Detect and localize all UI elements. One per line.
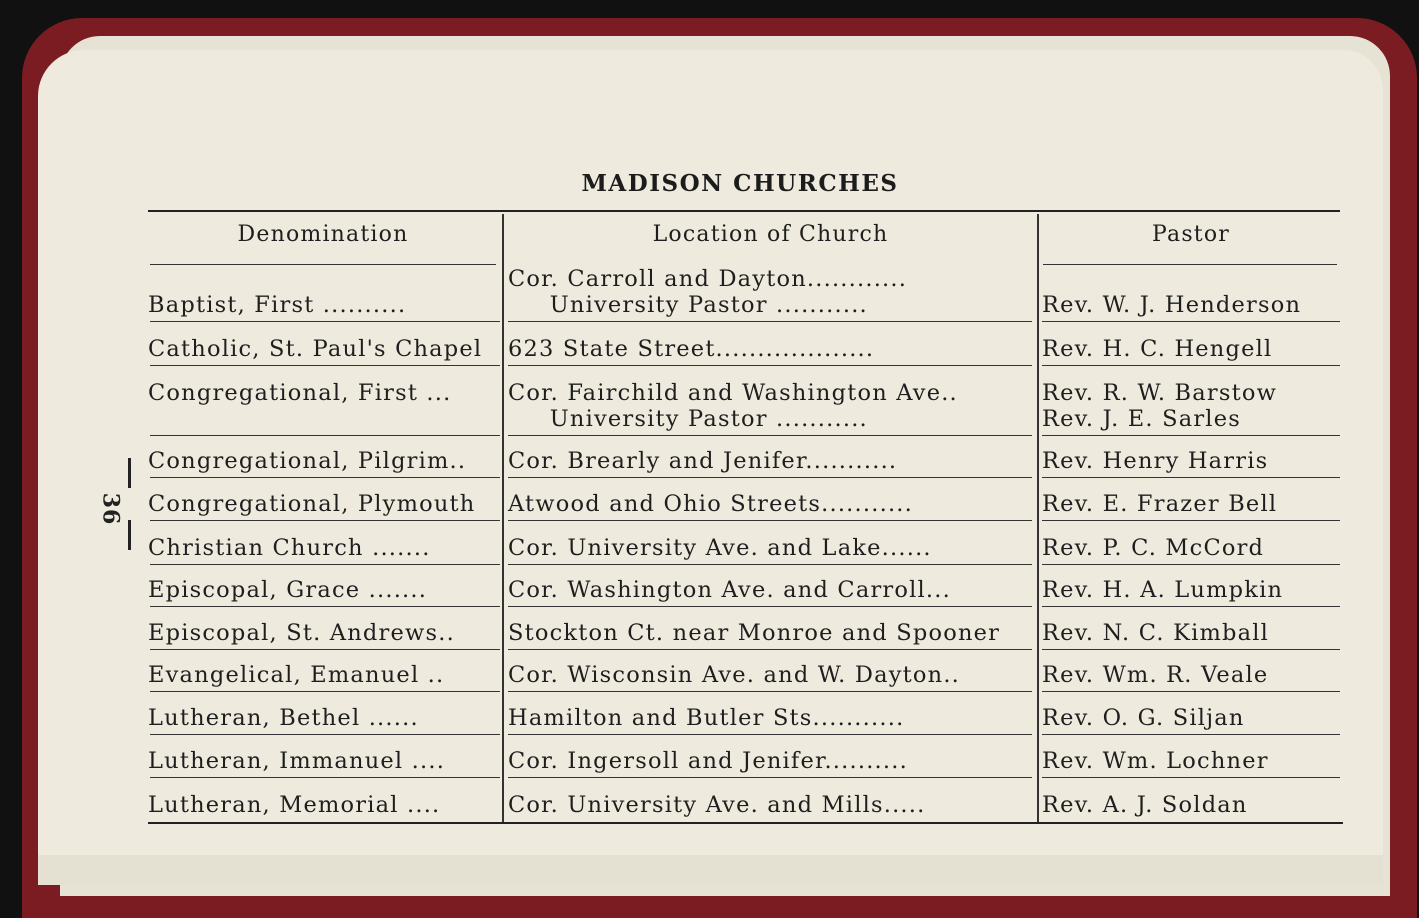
row-rule [150, 648, 500, 650]
row-rule [508, 320, 1032, 322]
page-edge [38, 855, 1383, 885]
denomination-cell: Lutheran, Memorial .... [148, 792, 441, 818]
table-row: Evangelical, Emanuel .. Cor. Wisconsin Av… [148, 650, 1340, 692]
location-cell: Cor. Ingersoll and Jenifer.......... [508, 748, 908, 774]
header-location: Location of Church [652, 222, 889, 247]
table-top-rule [148, 210, 1340, 212]
header-row [148, 210, 1340, 265]
row-rule [508, 690, 1032, 692]
denomination-cell: Lutheran, Bethel ...... [148, 705, 419, 731]
pastor-cell: Rev. Wm. R. Veale [1042, 662, 1269, 688]
header-denomination: Denomination [237, 222, 409, 247]
location-cell: Atwood and Ohio Streets........... [508, 491, 913, 517]
pastor-cell: Rev. A. J. Soldan [1042, 792, 1248, 818]
row-rule [1042, 563, 1340, 565]
row-rule [508, 519, 1032, 521]
table-row: Lutheran, Memorial .... Cor. University A… [148, 778, 1340, 822]
table-row: Congregational, First ... Cor. Fairchild… [148, 366, 1340, 436]
table-row: Lutheran, Immanuel .... Cor. Ingersoll an… [148, 735, 1340, 778]
location-cell: Cor. Wisconsin Ave. and W. Dayton.. [508, 662, 961, 688]
row-rule [150, 434, 500, 436]
row-rule [150, 690, 500, 692]
denomination-cell: Catholic, St. Paul's Chapel [148, 336, 483, 362]
location-cell: Cor. Carroll and Dayton............ Univ… [508, 266, 908, 318]
table-row: Lutheran, Bethel ...... Hamilton and Butl… [148, 692, 1340, 735]
row-rule [150, 563, 500, 565]
row-rule [1042, 690, 1340, 692]
denomination-cell: Christian Church ....... [148, 535, 431, 561]
row-rule [508, 434, 1032, 436]
pastor-cell: Rev. H. A. Lumpkin [1042, 577, 1284, 603]
denomination-cell: Congregational, First ... [148, 380, 452, 406]
row-rule [508, 733, 1032, 735]
pastor-cell: Rev. P. C. McCord [1042, 535, 1265, 561]
denomination-cell: Congregational, Plymouth [148, 491, 476, 517]
table-row: Baptist, First .......... Cor. Carroll an… [148, 265, 1340, 322]
location-cell: Stockton Ct. near Monroe and Spooner [508, 620, 1001, 646]
header-pastor: Pastor [1151, 222, 1231, 247]
location-cell: Cor. University Ave. and Lake...... [508, 535, 932, 561]
table-row: Christian Church ....... Cor. University … [148, 521, 1340, 565]
location-cell: Cor. Washington Ave. and Carroll... [508, 577, 951, 603]
pastor-cell: Rev. E. Frazer Bell [1042, 491, 1278, 517]
page-number-text: 36 [97, 492, 124, 526]
row-rule [508, 605, 1032, 607]
pastor-cell: Rev. Henry Harris [1042, 448, 1269, 474]
row-rule [508, 648, 1032, 650]
row-rule [508, 563, 1032, 565]
denomination-cell: Episcopal, Grace ....... [148, 577, 428, 603]
column-divider [502, 214, 504, 824]
row-rule [1042, 605, 1340, 607]
row-rule [1042, 648, 1340, 650]
row-rule [150, 320, 500, 322]
location-cell: 623 State Street................... [508, 336, 875, 362]
table-bottom-rule [148, 822, 1343, 824]
location-cell: Hamilton and Butler Sts........... [508, 705, 905, 731]
row-rule [150, 776, 500, 778]
table-row: Episcopal, St. Andrews.. Stockton Ct. nea… [148, 607, 1340, 650]
row-rule [508, 476, 1032, 478]
row-rule [1042, 733, 1340, 735]
row-rule [150, 733, 500, 735]
denomination-cell: Lutheran, Immanuel .... [148, 748, 446, 774]
row-rule [1042, 476, 1340, 478]
denomination-cell: Congregational, Pilgrim.. [148, 448, 467, 474]
row-rule [150, 476, 500, 478]
row-rule [508, 776, 1032, 778]
table-row: Episcopal, Grace ....... Cor. Washington … [148, 565, 1340, 607]
row-rule [1042, 434, 1340, 436]
location-cell: Cor. Fairchild and Washington Ave.. Univ… [508, 380, 958, 432]
row-rule [1042, 776, 1340, 778]
denomination-cell: Evangelical, Emanuel .. [148, 662, 445, 688]
pastor-cell: Rev. Wm. Lochner [1042, 748, 1269, 774]
pastor-cell: Rev. R. W. Barstow Rev. J. E. Sarles [1042, 380, 1278, 432]
row-rule [150, 519, 500, 521]
page-number: 36 [97, 458, 146, 558]
page-number-rule [128, 458, 131, 488]
row-rule [150, 364, 500, 366]
row-rule [508, 364, 1032, 366]
location-cell: Cor. University Ave. and Mills..... [508, 792, 926, 818]
table-row: Congregational, Plymouth Atwood and Ohio … [148, 478, 1340, 521]
denomination-cell: Episcopal, St. Andrews.. [148, 620, 455, 646]
row-rule [1042, 364, 1340, 366]
page-number-rule [128, 520, 131, 550]
table-row: Congregational, Pilgrim.. Cor. Brearly an… [148, 436, 1340, 478]
page-title: MADISON CHURCHES [581, 170, 899, 197]
table-row: Catholic, St. Paul's Chapel 623 State Str… [148, 322, 1340, 366]
pastor-cell: Rev. O. G. Siljan [1042, 705, 1245, 731]
row-rule [1042, 320, 1340, 322]
column-divider [1037, 214, 1039, 824]
row-rule [150, 605, 500, 607]
denomination-cell: Baptist, First .......... [148, 292, 407, 318]
row-rule [1042, 519, 1340, 521]
book-page [38, 50, 1383, 860]
pastor-cell: Rev. W. J. Henderson [1042, 292, 1302, 318]
pastor-cell: Rev. H. C. Hengell [1042, 336, 1273, 362]
location-cell: Cor. Brearly and Jenifer........... [508, 448, 898, 474]
pastor-cell: Rev. N. C. Kimball [1042, 620, 1270, 646]
